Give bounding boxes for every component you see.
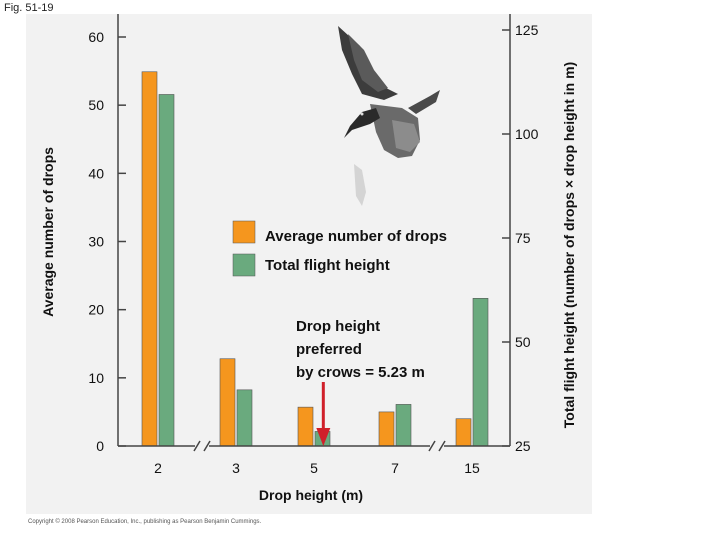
x-axis-break-mark [203,440,211,452]
x-tick-label: 2 [154,460,162,476]
annotation-line-2: preferred [296,341,362,358]
bar-flight-7 [395,404,412,447]
y-tick-label: 50 [88,97,104,113]
y-tick-label: 0 [96,438,104,454]
y-tick-label: 20 [88,302,104,318]
y-tick-label: 60 [88,29,104,45]
annotation-line-1: Drop height [296,318,380,335]
x-axis-break-gap [430,442,444,450]
bar-drops-3 [219,358,236,447]
y2-tick-label: 100 [515,126,539,142]
x-axis-title: Drop height (m) [259,487,363,503]
bar-drops-5 [297,406,314,447]
legend-swatch-drops [232,220,256,244]
bar-flight-15 [472,298,489,447]
x-axis-break-mark [193,440,201,452]
bar-flight-3 [236,389,253,447]
x-tick-label: 7 [391,460,399,476]
x-tick-label: 3 [232,460,240,476]
figure-label: Fig. 51-19 [4,2,54,14]
y2-tick-label: 50 [515,334,531,350]
bar-flight-2 [158,94,175,447]
bar-drops-15 [455,418,472,447]
x-tick-label: 15 [464,460,480,476]
y-tick-label: 40 [88,165,104,181]
y2-tick-label: 125 [515,22,539,38]
annotation-line-3: by crows = 5.23 m [296,364,425,381]
x-axis-break-mark [428,440,436,452]
x-tick-label: 5 [310,460,318,476]
bar-drops-7 [378,411,395,447]
bar-drops-2 [141,71,158,447]
x-axis-break-mark [438,440,446,452]
annotation-arrow-head [316,428,331,446]
y-tick-label: 30 [88,234,104,250]
legend-label-drops: Average number of drops [265,228,447,245]
y-tick-label: 10 [88,370,104,386]
y-axis-title: Average number of drops [40,147,56,317]
legend-label-flight: Total flight height [265,257,390,274]
crow-illustration [338,26,440,206]
x-axis-break-gap [195,442,209,450]
y2-tick-label: 25 [515,438,531,454]
copyright-text: Copyright © 2008 Pearson Education, Inc.… [28,519,262,525]
legend-swatch-flight [232,253,256,277]
y2-axis-title: Total flight height (number of drops × d… [561,62,577,428]
y2-tick-label: 75 [515,230,531,246]
